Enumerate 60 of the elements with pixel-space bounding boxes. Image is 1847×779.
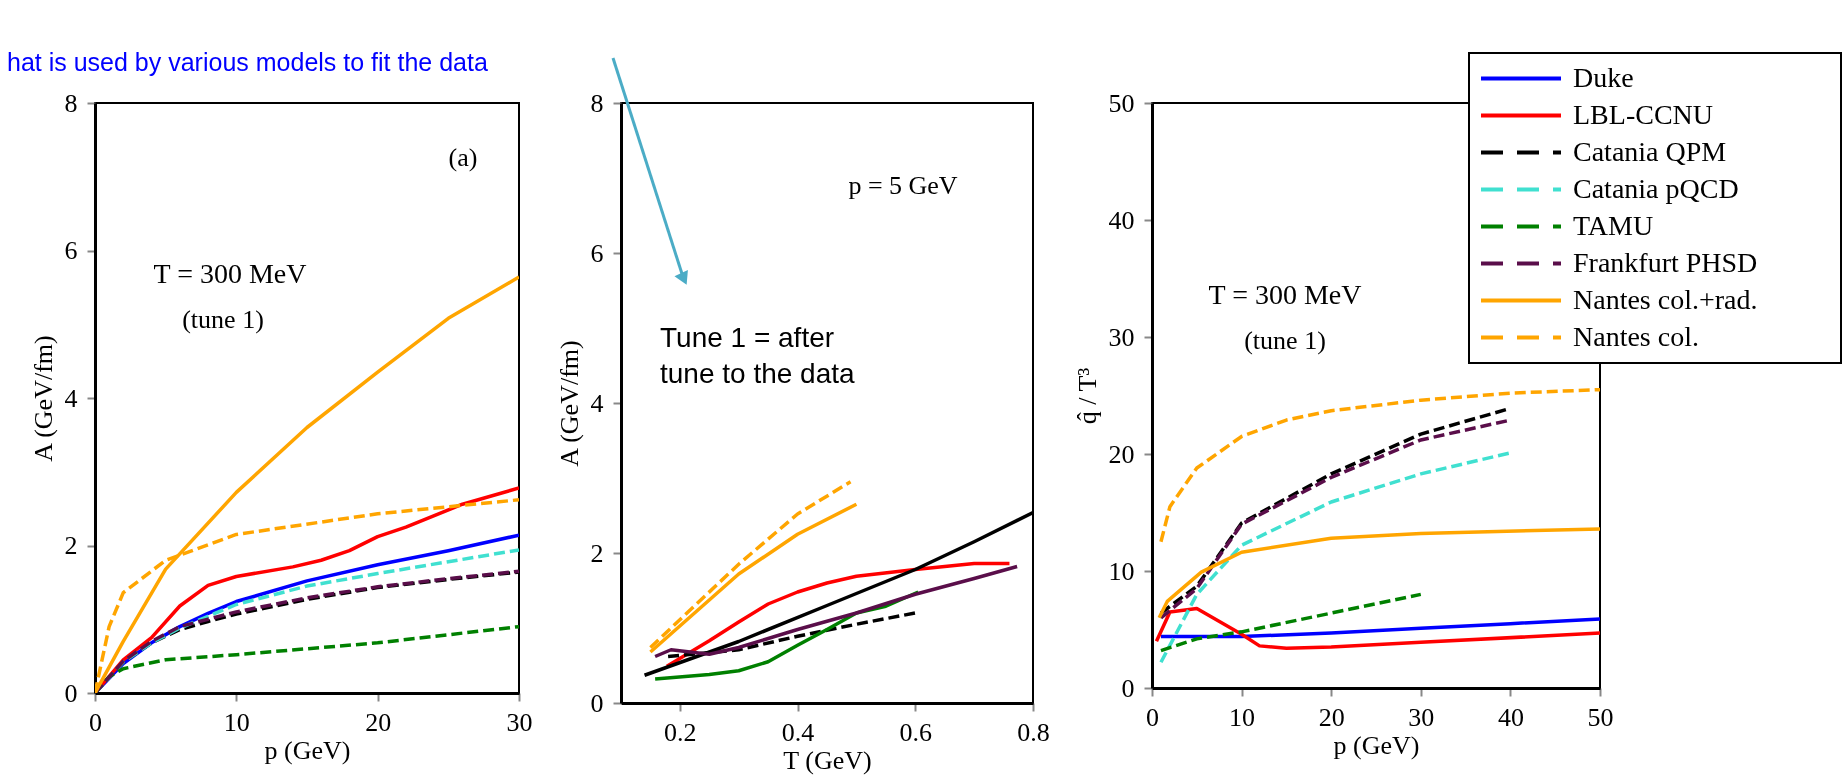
annotation: (tune 1)	[1244, 326, 1326, 355]
y-tick-label: 4	[590, 388, 604, 418]
y-tick-label: 20	[1108, 439, 1135, 469]
x-tick-label: 30	[506, 707, 533, 737]
x-tick-label: 0.4	[781, 717, 815, 747]
y-tick-label: 4	[64, 383, 78, 413]
y-axis-title: A (GeV/fm)	[28, 335, 58, 462]
annotation: Tune 1 = after tune to the data	[660, 322, 856, 390]
line-series	[1159, 387, 1600, 544]
x-tick-label: 40	[1497, 702, 1524, 732]
line-series	[666, 611, 918, 659]
y-tick-label: 2	[590, 538, 604, 568]
y-axis-title: q̂ / T³	[1072, 367, 1102, 425]
y-tick-label: 0	[1121, 673, 1135, 703]
y-tick-label: 10	[1108, 556, 1135, 586]
x-tick-label: 30	[1408, 702, 1435, 732]
line-series	[1154, 606, 1600, 650]
annotation: p = 5 GeV	[848, 171, 958, 200]
x-tick-label: 20	[365, 707, 392, 737]
legend-label: TAMU	[1573, 209, 1654, 241]
x-tick-label: 0	[89, 707, 102, 737]
annotation: T = 300 MeV	[1208, 279, 1362, 310]
text: hat is used by various models to fit the data	[7, 48, 488, 76]
legend-label: Nantes col.	[1573, 320, 1699, 352]
x-tick-label: 20	[1318, 702, 1345, 732]
legend-label: LBL-CCNU	[1573, 98, 1713, 130]
y-tick-label: 0	[64, 678, 78, 708]
x-tick-label: 10	[223, 707, 250, 737]
y-tick-label: 2	[64, 531, 78, 560]
y-tick-label: 6	[590, 238, 604, 268]
x-axis-title: p (GeV)	[264, 735, 351, 765]
y-tick-label: 50	[1108, 88, 1135, 118]
annotation: T = 300 MeV	[153, 258, 307, 289]
legend-label: Nantes col.+rad.	[1573, 283, 1758, 315]
line-series	[1159, 617, 1600, 639]
y-tick-label: 8	[590, 88, 604, 118]
line-series	[648, 480, 853, 650]
x-tick-label: 10	[1229, 702, 1256, 732]
legend-label: Catania QPM	[1573, 135, 1727, 167]
y-axis-title: A (GeV/fm)	[554, 340, 584, 467]
legend-label: Frankfurt PHSD	[1573, 246, 1758, 278]
x-tick-label: 0.2	[664, 717, 697, 747]
x-axis-title: p (GeV)	[1333, 730, 1420, 760]
line-series	[1157, 527, 1600, 620]
y-tick-label: 8	[64, 88, 78, 118]
x-tick-label: 0.8	[1017, 717, 1050, 747]
legend-label: Duke	[1573, 61, 1634, 93]
annotation: (a)	[448, 143, 478, 172]
y-tick-label: 6	[64, 236, 78, 265]
x-tick-label: 0	[1146, 702, 1159, 732]
y-tick-label: 40	[1108, 205, 1135, 235]
x-tick-label: 0.6	[899, 717, 933, 747]
x-axis-title: T (GeV)	[783, 745, 872, 775]
line-series	[665, 561, 1012, 668]
line-series	[653, 564, 1019, 659]
y-tick-label: 30	[1108, 322, 1135, 352]
legend-label: Catania pQCD	[1573, 172, 1739, 204]
x-tick-label: 50	[1587, 702, 1614, 732]
line-series	[1159, 592, 1423, 653]
annotation: (tune 1)	[182, 305, 264, 334]
